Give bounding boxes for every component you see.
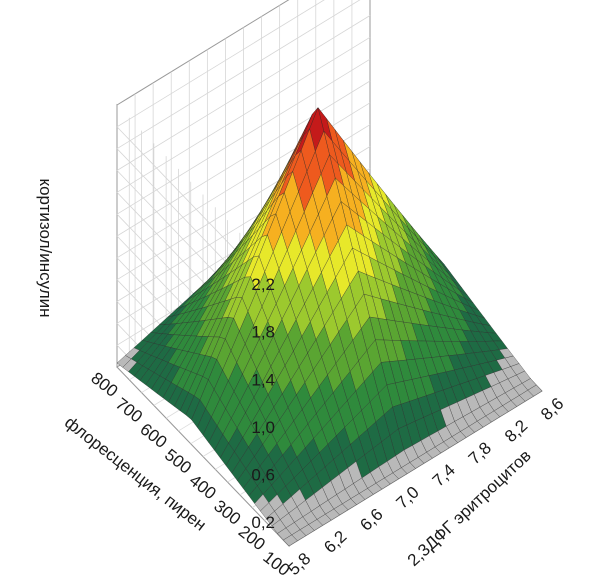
x-tick-label: 5,8 [284, 549, 314, 575]
wall-gridline [116, 15, 371, 171]
x-tick-label: 7,4 [429, 460, 459, 490]
y-tick-label: 500 [161, 445, 195, 477]
y-tick-label: 400 [186, 471, 220, 503]
z-tick-label: 1,4 [251, 370, 275, 389]
x-tick-label: 7,8 [465, 438, 495, 468]
x-tick-label: 8,6 [537, 394, 567, 424]
surface-cell [282, 534, 298, 547]
surface-mesh [116, 106, 543, 547]
z-tick-label: 0,2 [251, 513, 275, 532]
z-tick-label: 2,2 [251, 275, 275, 294]
z-tick-label: 1,0 [251, 418, 275, 437]
z-axis-ticks: 0,2 0,6 1,0 1,4 1,8 2,2 [251, 275, 275, 532]
x-axis-title: 2,3ДФГ эритроцитов [404, 446, 535, 570]
x-tick-label: 6,6 [356, 505, 386, 535]
wall-gridline [116, 58, 371, 215]
y-tick-label: 800 [87, 368, 121, 400]
x-tick-label: 8,2 [501, 416, 531, 446]
x-tick-label: 7,0 [393, 483, 423, 513]
wall-gridline [116, 0, 325, 128]
wall-gridline [116, 0, 361, 150]
z-axis-title: кортизол/инсулин [36, 178, 55, 317]
z-tick-label: 0,6 [251, 466, 275, 485]
y-tick-label: 300 [210, 496, 244, 528]
z-tick-label: 1,8 [251, 323, 275, 342]
y-tick-label: 600 [136, 420, 170, 452]
wall-gridline [116, 80, 371, 237]
wall-gridline [116, 36, 371, 193]
y-tick-label: 700 [112, 394, 146, 426]
x-tick-label: 6,2 [320, 527, 350, 557]
